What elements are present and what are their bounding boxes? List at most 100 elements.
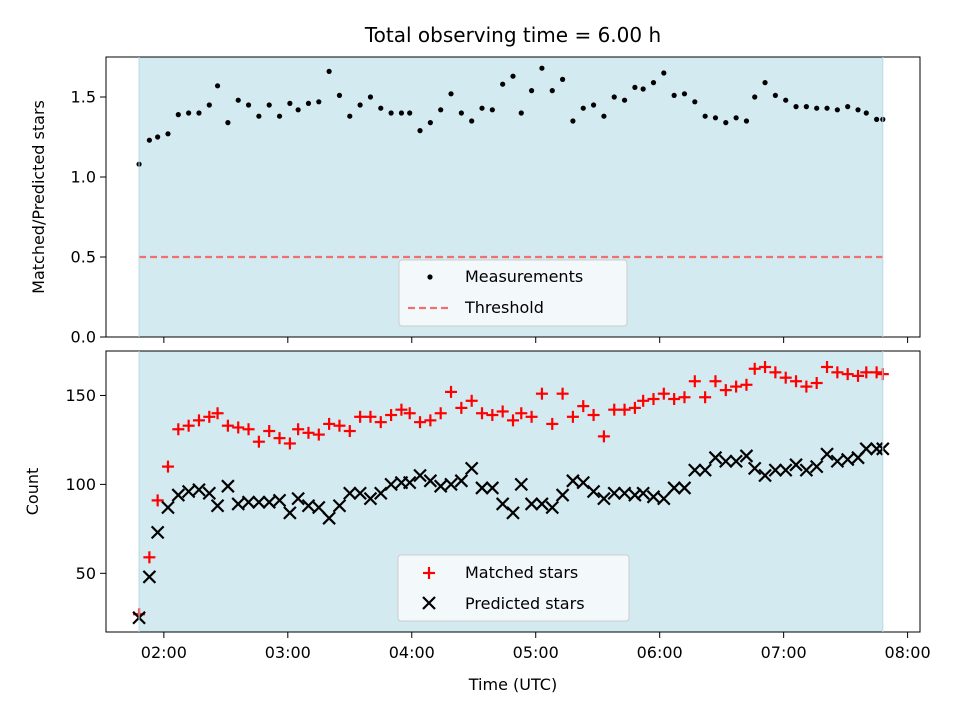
legend-matched-marker: [423, 567, 435, 579]
predicted-star-point: [444, 477, 458, 492]
y-tick-label: 100: [65, 475, 96, 494]
matched-star-point: [870, 366, 883, 379]
legend-predicted-marker: [422, 596, 436, 610]
predicted-star-point: [607, 486, 622, 501]
predicted-star-point: [758, 468, 772, 483]
matched-star-point: [374, 416, 387, 429]
predicted-star-point: [384, 477, 398, 492]
panel-ratio: 0.0 0.5 1.0 1.5 Matched/Predicted stars Mea…: [29, 56, 921, 347]
measurement-point: [601, 113, 607, 119]
measurement-point: [245, 102, 252, 108]
predicted-star-point: [423, 474, 438, 488]
predicted-star-point: [555, 488, 570, 502]
matched-star-point: [403, 407, 416, 420]
matched-star-point: [852, 369, 865, 382]
matched-star-point: [292, 423, 305, 436]
predicted-star-point: [506, 506, 520, 520]
matched-star-point: [730, 380, 743, 393]
measurement-point: [824, 105, 830, 111]
measurement-point: [155, 134, 161, 140]
predicted-star-point: [729, 454, 743, 469]
matched-star-point: [424, 414, 437, 427]
matched-star-point: [647, 393, 660, 406]
x-tick-label: 02:00: [141, 643, 187, 662]
measurement-point: [479, 105, 485, 111]
matched-star-point: [192, 414, 205, 427]
panel-counts-frame: [105, 350, 921, 633]
measurement-point: [316, 99, 322, 105]
matched-star-point: [273, 432, 286, 445]
y-tick-label: 50: [76, 564, 96, 583]
measurement-point: [528, 88, 535, 94]
predicted-star-point: [524, 497, 539, 511]
matched-star-point: [515, 407, 528, 420]
predicted-star-point: [343, 486, 357, 501]
predicted-star-point: [778, 463, 793, 477]
measurement-point: [225, 120, 231, 126]
matched-star-point: [221, 419, 234, 432]
predicted-star-point: [192, 482, 206, 497]
predicted-star-point: [252, 495, 266, 509]
matched-star-point: [151, 494, 164, 507]
measurement-point: [783, 97, 789, 103]
matched-star-point: [628, 401, 641, 414]
y-tick-label: 0.5: [71, 248, 96, 267]
matched-star-point: [608, 403, 621, 416]
measurement-point: [438, 107, 444, 113]
predicted-star-point: [708, 450, 723, 465]
measurement-point: [752, 94, 758, 100]
predicted-star-point: [747, 461, 762, 476]
predicted-star-point: [171, 488, 186, 502]
matched-star-point: [364, 410, 377, 423]
measurement-point: [378, 105, 384, 111]
x-tick-label: 03:00: [265, 643, 311, 662]
matched-star-point: [333, 419, 346, 432]
predicted-star-point: [464, 461, 479, 476]
predicted-star-point: [181, 484, 196, 499]
measurement-point: [621, 97, 628, 103]
measurement-point: [458, 110, 464, 116]
x-tick-label: 05:00: [513, 643, 559, 662]
measurement-point: [661, 70, 667, 76]
legend-ratio-box: [398, 259, 628, 327]
measurement-point: [489, 107, 495, 113]
predicted-star-point: [272, 493, 287, 508]
measurement-point: [632, 84, 638, 90]
matched-star-point: [476, 407, 489, 420]
measurement-point: [165, 131, 171, 137]
measurement-point: [256, 113, 262, 119]
y-tick-label: 0.0: [71, 328, 96, 347]
matched-star-point: [143, 551, 156, 564]
predicted-star-point: [413, 468, 427, 483]
matched-star-point: [577, 400, 590, 413]
predicted-star-point: [202, 486, 217, 501]
measurement-point: [743, 118, 750, 124]
predicted-star-point: [789, 458, 803, 472]
matched-star-point: [668, 393, 681, 406]
predicted-star-point: [830, 454, 845, 469]
predicted-star-point: [322, 511, 336, 525]
legend-counts: Matched stars Predicted stars: [397, 554, 630, 622]
matched-star-point: [678, 391, 691, 404]
measurement-point: [367, 94, 374, 100]
matched-star-point: [556, 387, 569, 400]
matched-star-point: [597, 430, 610, 443]
measurement-point: [874, 116, 880, 122]
predicted-star-point: [312, 500, 326, 515]
measurement-point: [186, 110, 192, 116]
x-tick-label: 04:00: [389, 643, 435, 662]
matched-star-point: [657, 387, 670, 400]
matched-star-point: [688, 375, 701, 388]
measurement-point: [580, 105, 586, 111]
matched-star-point: [535, 387, 548, 400]
measurement-point: [276, 113, 283, 119]
matched-star-point: [312, 428, 325, 441]
measurement-point: [417, 128, 423, 134]
measurement-point: [762, 80, 768, 86]
predicted-star-point: [262, 495, 276, 509]
predicted-star-point: [719, 454, 733, 469]
measurement-point: [146, 137, 152, 143]
predicted-star-point: [433, 479, 448, 493]
measurement-point: [733, 115, 739, 121]
predicted-star-point: [142, 570, 157, 584]
